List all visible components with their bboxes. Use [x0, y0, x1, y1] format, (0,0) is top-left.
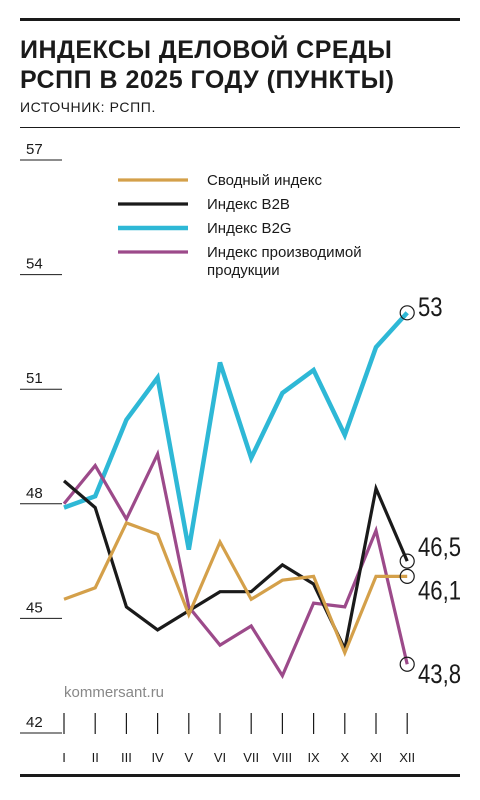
legend-label: Индекс B2G: [207, 220, 292, 237]
header-divider: [20, 127, 460, 128]
end-value-label: 46,1: [418, 576, 461, 606]
legend-label: Индекс B2B: [207, 196, 290, 213]
x-tick-label: IX: [307, 750, 320, 765]
end-point-marker: [399, 656, 415, 672]
end-point-marker: [399, 568, 415, 584]
x-tick-label: XII: [399, 750, 415, 765]
series-lines: [62, 311, 409, 680]
x-tick-label: II: [92, 750, 99, 765]
x-tick-label: I: [62, 750, 66, 765]
y-tick-label: 54: [26, 256, 43, 273]
end-value-label: 43,8: [418, 660, 461, 690]
bottom-rule: [20, 774, 460, 777]
end-value-label: 53: [418, 293, 443, 323]
series-line: [62, 449, 409, 680]
legend-label: Сводный индекс: [207, 172, 322, 189]
top-rule: [20, 18, 460, 21]
x-tick-label: III: [121, 750, 132, 765]
end-value-label: 46,5: [418, 533, 461, 563]
end-labels: 46,1 46,5 53 43,8: [399, 293, 461, 690]
x-tick-label: XI: [370, 750, 382, 765]
x-tick-label: IV: [151, 750, 164, 765]
legend: Сводный индекс Индекс B2B Индекс B2G Индекс…: [118, 172, 362, 279]
x-tick-label: VII: [243, 750, 259, 765]
series-line: [63, 520, 408, 658]
y-axis: 42 45 48 51 54 57: [20, 141, 62, 734]
x-tick-label: VIII: [273, 750, 293, 765]
y-tick-label: 51: [26, 370, 43, 387]
x-tick-label: X: [340, 750, 349, 765]
series-line: [62, 479, 409, 655]
x-axis: I II III IV V VI VII VIII IX X XI XII: [62, 713, 415, 765]
y-tick-label: 48: [26, 485, 43, 502]
x-tick-label: V: [184, 750, 193, 765]
y-tick-label: 57: [26, 141, 43, 158]
y-tick-label: 42: [26, 714, 43, 731]
legend-label: Индекс производимой продукции: [207, 244, 362, 279]
watermark: kommersant.ru: [64, 684, 164, 701]
series-line: [63, 311, 409, 551]
y-tick-label: 45: [26, 599, 43, 616]
chart-title: ИНДЕКСЫ ДЕЛОВОЙ СРЕДЫ РСПП В 2025 ГОДУ (…: [20, 36, 395, 94]
end-point-marker: [399, 305, 415, 321]
end-point-marker: [399, 553, 415, 569]
x-tick-label: VI: [214, 750, 226, 765]
source-note: ИСТОЧНИК: РСПП.: [20, 99, 156, 115]
